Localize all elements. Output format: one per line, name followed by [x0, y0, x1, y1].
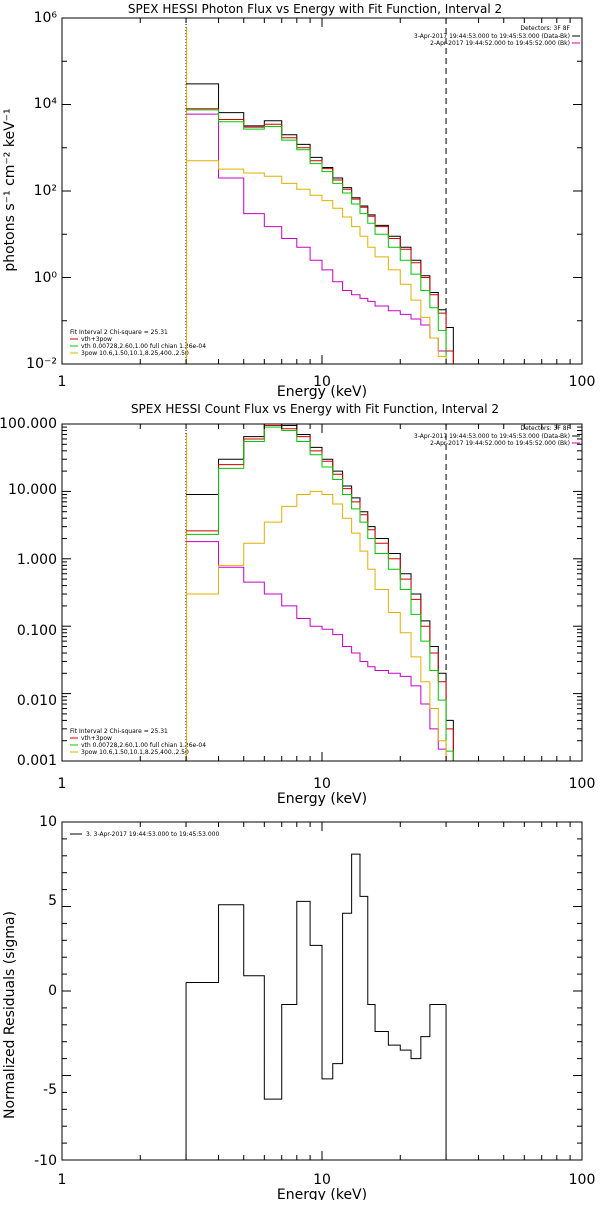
photon-flux-panel: SPEX HESSI Photon Flux vs Energy with Fi…: [2, 2, 595, 400]
residuals-series-group: [185, 853, 447, 1160]
residuals-legend: 3. 3-Apr-2017 19:44:53.000 to 19:45:53.0…: [70, 831, 219, 838]
y-tick-label: 10.000: [8, 482, 57, 498]
count-flux-legend-bottom-left: Fit Interval 2 Chi-square = 25.31 vth+3p…: [70, 728, 206, 756]
photon-flux-legend-bottom-left: Fit Interval 2 Chi-square = 25.31 vth+3p…: [70, 329, 206, 357]
series-line-0: [186, 424, 454, 761]
residuals-tick-labels: 1 10 100 -10 -5 0 5 10: [34, 814, 595, 1188]
legend-residual-interval: 3. 3-Apr-2017 19:44:53.000 to 19:45:53.0…: [86, 831, 219, 838]
photon-flux-tick-marks: [61, 17, 582, 365]
legend-detectors: Detectors: 3F 8F: [520, 425, 570, 432]
y-tick-label: 1.000: [17, 552, 57, 568]
x-tick-label: 10: [313, 776, 331, 792]
legend-fit-interval: Fit Interval 2 Chi-square = 25.31: [70, 728, 168, 735]
x-tick-label: 1: [58, 1172, 67, 1188]
photon-flux-marks: [61, 17, 583, 365]
residuals-panel: Energy (keV) Normalized Residuals (sigma…: [2, 814, 595, 1203]
photon-flux-xlabel: Energy (keV): [277, 384, 367, 400]
legend-3pow: 3pow 10.6,1.50,10.1,8.25,400.,2.50: [81, 749, 189, 756]
y-tick-label: -5: [43, 1082, 57, 1098]
photon-flux-legend-top-right: Detectors: 3F 8F 3-Apr-2017 19:44:53.000…: [414, 25, 580, 47]
y-tick-label: 10²: [34, 183, 57, 199]
series-line-3: [186, 426, 454, 761]
series-line-1: [186, 541, 447, 761]
residuals-ylabel: Normalized Residuals (sigma): [2, 911, 18, 1119]
legend-data-bk: 3-Apr-2017 19:44:53.000 to 19:45:53.000 …: [414, 33, 570, 40]
y-tick-label: 10: [39, 814, 57, 830]
series-line-4: [186, 160, 447, 364]
series-line-0: [186, 83, 454, 364]
count-flux-panel: SPEX HESSI Count Flux vs Energy with Fit…: [0, 402, 595, 807]
y-tick-label: 0.010: [17, 693, 57, 709]
photon-flux-series-group: [185, 18, 454, 364]
count-flux-marks: [61, 423, 583, 762]
residuals-tick-marks: [61, 821, 582, 1161]
x-tick-label: 10: [313, 1172, 331, 1188]
y-tick-label: 100.000: [0, 416, 57, 432]
residuals-marks: [61, 821, 583, 1161]
x-tick-label: 100: [569, 776, 596, 792]
x-tick-label: 100: [569, 1172, 596, 1188]
legend-bk: 2-Apr-2017 19:44:52.000 to 19:45:52.000 …: [430, 440, 570, 447]
legend-vth: vth 0.00728,2.60,1.00 full chian 1.26e-0…: [81, 742, 206, 749]
y-tick-label: 10⁶: [34, 10, 58, 26]
y-tick-label: 0.001: [17, 753, 57, 769]
x-tick-label: 1: [58, 374, 67, 390]
series-line-0: [186, 853, 447, 1100]
y-tick-label: 0.100: [17, 623, 57, 639]
photon-flux-title: SPEX HESSI Photon Flux vs Energy with Fi…: [128, 2, 502, 16]
legend-detectors: Detectors: 3F 8F: [520, 25, 570, 32]
y-tick-label: 5: [48, 893, 57, 909]
series-line-2: [186, 108, 454, 364]
legend-vth-3pow: vth+3pow: [81, 336, 112, 343]
count-flux-xlabel: Energy (keV): [277, 791, 367, 807]
count-flux-title: SPEX HESSI Count Flux vs Energy with Fit…: [131, 402, 499, 416]
legend-vth-3pow: vth+3pow: [81, 735, 112, 742]
x-tick-label: 1: [58, 776, 67, 792]
legend-vth: vth 0.00728,2.60,1.00 full chian 1.26e-0…: [81, 343, 206, 350]
photon-flux-tick-labels: 1 10 100 10⁻² 10⁰ 10² 10⁴ 10⁶: [26, 10, 595, 390]
legend-data-bk: 3-Apr-2017 19:44:53.000 to 19:45:53.000 …: [414, 433, 570, 440]
y-tick-label: 0: [48, 983, 57, 999]
residuals-xlabel: Energy (keV): [277, 1187, 367, 1200]
count-flux-tick-marks: [61, 423, 582, 762]
legend-bk: 2-Apr-2017 19:44:52.000 to 19:45:52.000 …: [430, 40, 570, 47]
x-tick-label: 100: [569, 374, 596, 390]
y-tick-label: 10⁴: [34, 96, 58, 112]
photon-flux-axes-frame: [61, 17, 583, 365]
legend-3pow: 3pow 10.6,1.50,10.1,8.25,400.,2.50: [81, 350, 189, 357]
series-line-4: [186, 490, 447, 761]
y-tick-label: -10: [34, 1153, 57, 1169]
count-flux-axes-frame: [61, 423, 583, 762]
x-tick-label: 10: [313, 374, 331, 390]
legend-fit-interval: Fit Interval 2 Chi-square = 25.31: [70, 329, 168, 336]
count-flux-tick-labels: 1 10 100 0.001 0.010 0.100 1.000 10.000 …: [0, 416, 595, 792]
y-tick-label: 10⁰: [34, 270, 58, 286]
series-line-1: [186, 113, 454, 364]
y-tick-label: 10⁻²: [26, 356, 57, 372]
series-line-2: [186, 425, 454, 761]
plot-marks: [61, 17, 583, 1161]
photon-flux-ylabel: photons s⁻¹ cm⁻² keV⁻¹: [2, 108, 18, 271]
series-line-3: [186, 109, 447, 364]
count-flux-legend-top-right: Detectors: 3F 8F 3-Apr-2017 19:44:53.000…: [414, 425, 580, 447]
count-flux-series-group: [185, 424, 454, 761]
